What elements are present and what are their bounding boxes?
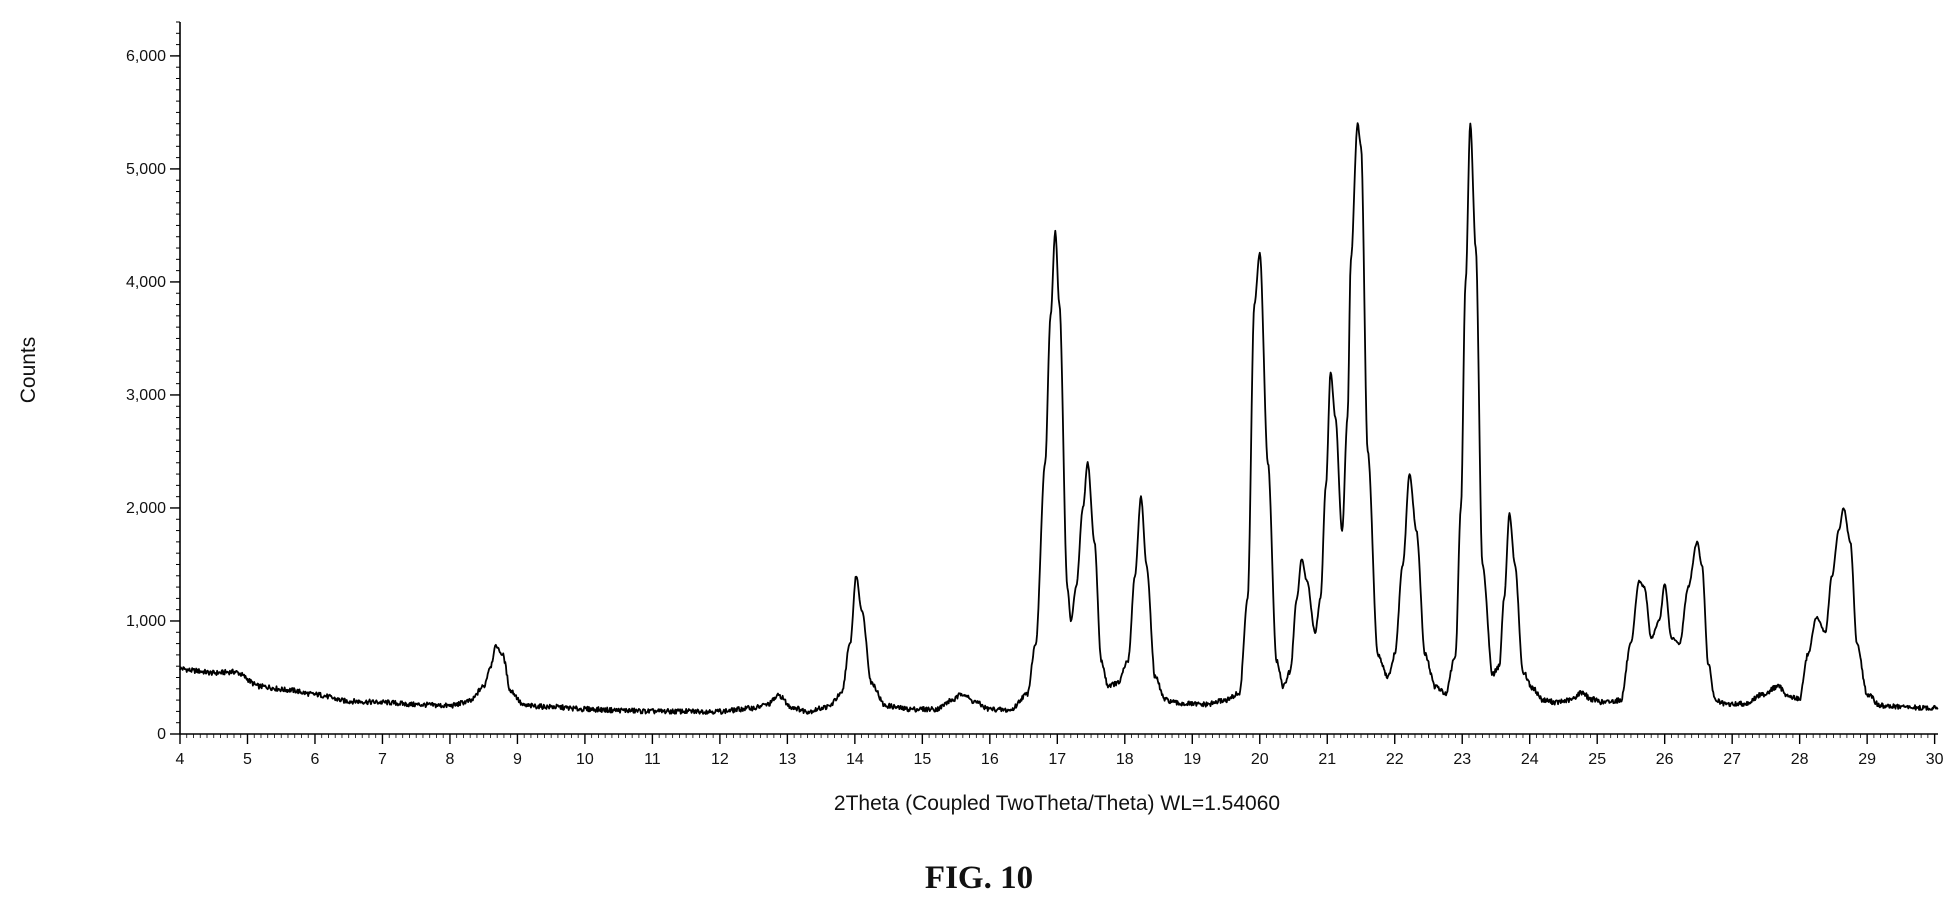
y-axis-title: Counts [17,337,40,404]
figure-caption: FIG. 10 [924,860,1034,896]
x-tick-label: 25 [1588,751,1606,768]
y-tick-label: 4,000 [126,274,166,291]
x-tick-label: 17 [1048,751,1066,768]
y-tick-label: 2,000 [126,500,166,517]
x-tick-label: 27 [1723,751,1741,768]
x-tick-label: 18 [1116,751,1134,768]
y-tick-label: 0 [157,726,166,743]
x-tick-label: 21 [1318,751,1336,768]
x-tick-label: 24 [1521,751,1539,768]
x-tick-label: 9 [513,751,522,768]
x-tick-label: 11 [644,751,661,768]
x-tick-label: 12 [711,751,729,768]
x-tick-label: 8 [445,751,454,768]
x-tick-label: 26 [1656,751,1674,768]
x-tick-label: 15 [913,751,931,768]
x-tick-label: 20 [1251,751,1269,768]
x-tick-label: 28 [1791,751,1809,768]
x-tick-label: 10 [576,751,594,768]
y-axis: 0 1,000 2,000 3,000 4,000 5,000 6,000 [126,21,181,743]
x-tick-label: 4 [176,751,185,768]
x-tick-label: 30 [1926,751,1944,768]
x-axis: 4 5 6 7 8 9 10 11 12 13 14 15 16 17 18 19 20 21 22 23 24 25 26… [176,733,1944,768]
diffraction-pattern-line [179,122,1939,715]
y-tick-label: 3,000 [126,387,166,404]
y-tick-label: 5,000 [126,161,166,178]
x-tick-label: 23 [1453,751,1471,768]
x-tick-label: 29 [1858,751,1876,768]
x-tick-label: 13 [778,751,796,768]
x-tick-label: 7 [378,751,387,768]
x-tick-label: 5 [243,751,252,768]
x-tick-label: 6 [311,751,320,768]
x-tick-label: 16 [981,751,999,768]
y-tick-label: 6,000 [126,48,166,65]
y-tick-label: 1,000 [126,613,166,630]
x-axis-title: 2Theta (Coupled TwoTheta/Theta) WL=1.540… [834,792,1280,815]
x-tick-label: 19 [1183,751,1201,768]
x-tick-label: 22 [1386,751,1404,768]
x-tick-label: 14 [846,751,864,768]
